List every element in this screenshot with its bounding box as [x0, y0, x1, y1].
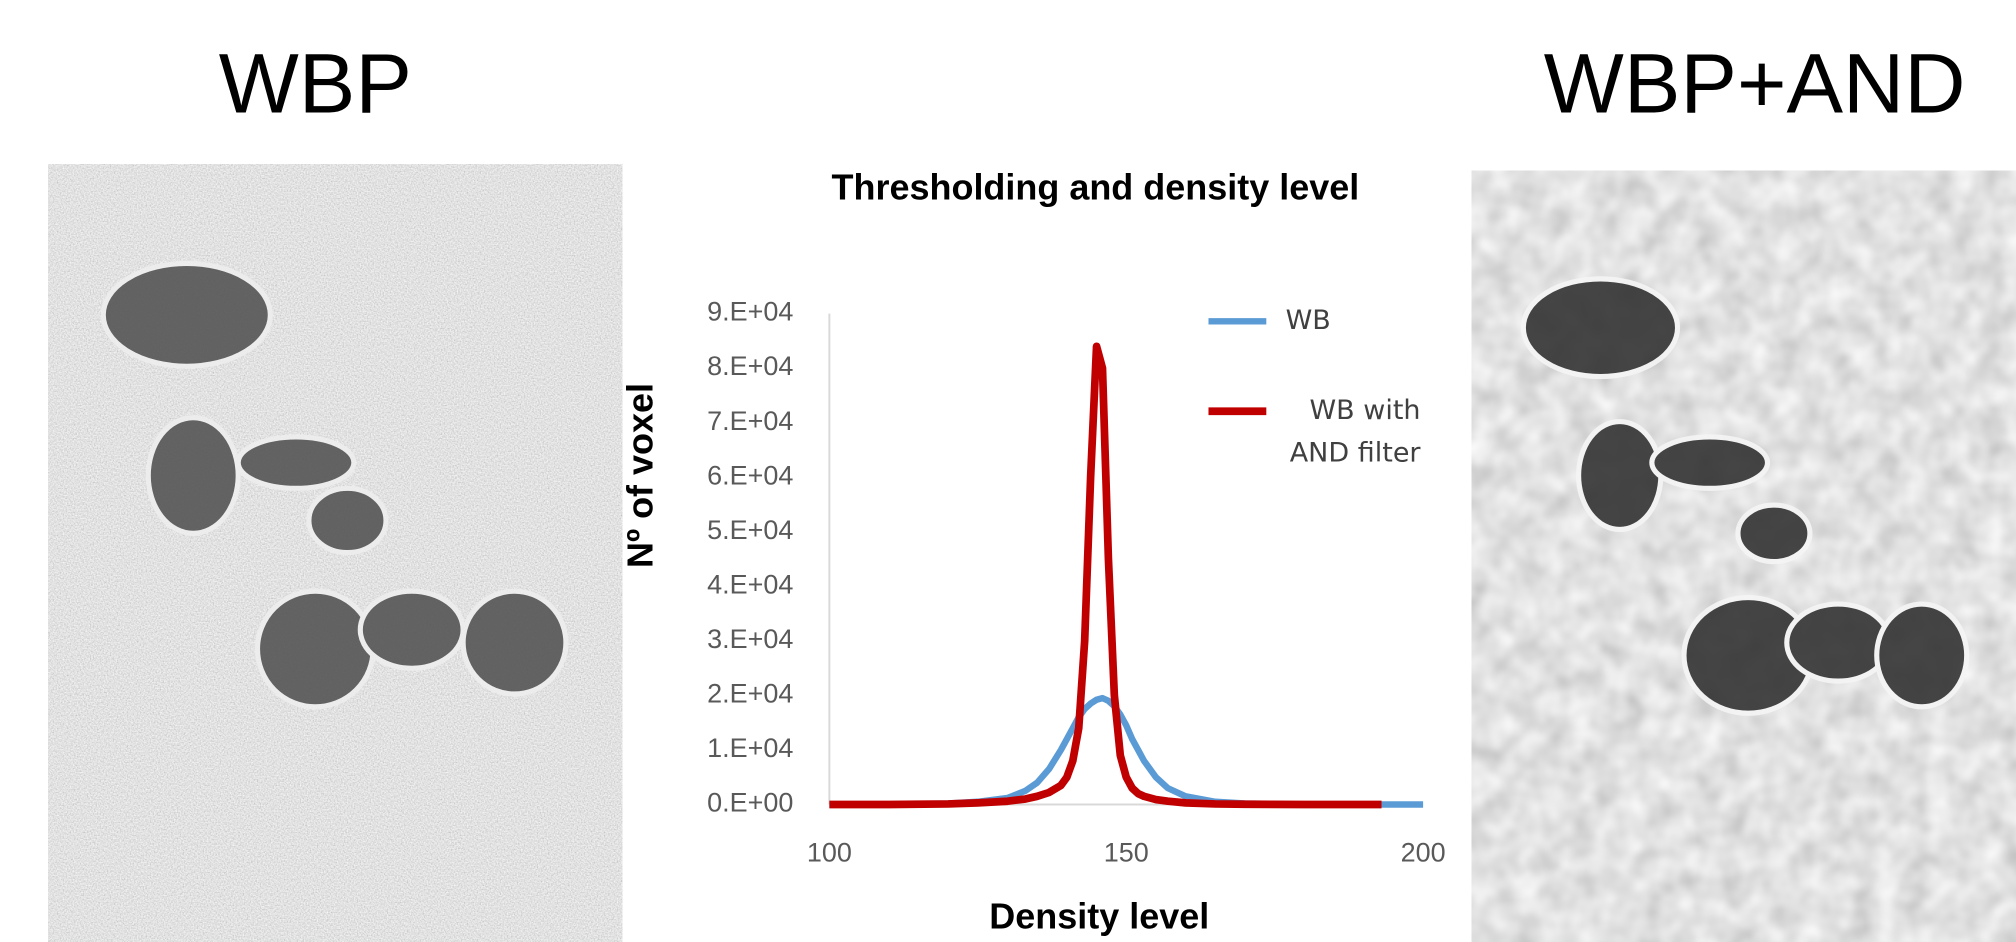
- y-tick-label: 0.E+00: [707, 788, 793, 818]
- wbp-and-image: [1471, 170, 2016, 942]
- x-tick-label: 150: [1104, 838, 1149, 868]
- x-tick-label: 100: [807, 838, 852, 868]
- y-tick-label: 5.E+04: [707, 515, 793, 545]
- legend-item: WB: [1285, 304, 1331, 336]
- y-tick-label: 9.E+04: [707, 297, 793, 327]
- x-axis-label: Density level: [989, 895, 1209, 936]
- legend-label: WB: [1285, 304, 1331, 336]
- y-tick-label: 4.E+04: [707, 569, 793, 599]
- series-line: [829, 694, 1424, 808]
- y-tick-label: 2.E+04: [707, 679, 793, 709]
- legend-label: WB with AND filter: [1289, 394, 1421, 468]
- y-tick-label: 1.E+04: [707, 733, 793, 763]
- legend-item: WB with AND filter: [1289, 394, 1421, 468]
- y-axis-label: Nº of voxel: [620, 383, 661, 568]
- chart-title: Thresholding and density level: [832, 167, 1360, 208]
- y-tick-label: 7.E+04: [707, 406, 793, 436]
- y-tick-label: 8.E+04: [707, 351, 793, 381]
- y-tick-label: 6.E+04: [707, 460, 793, 490]
- panel-title: WBP: [219, 35, 412, 130]
- x-tick-label: 200: [1401, 838, 1446, 868]
- wbp-image: [48, 164, 623, 942]
- series-line: [829, 342, 1382, 809]
- y-tick-label: 3.E+04: [707, 624, 793, 654]
- panel-title: WBP+AND: [1544, 35, 1966, 130]
